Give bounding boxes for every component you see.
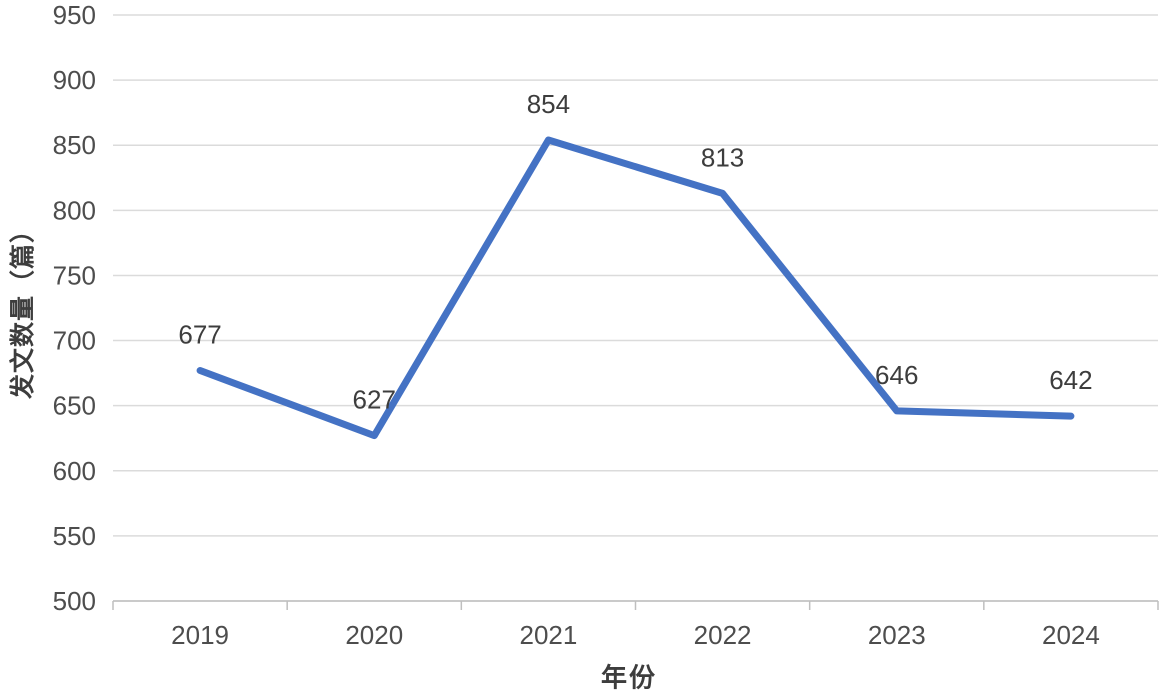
data-label: 677: [178, 320, 221, 350]
y-tick-label: 500: [53, 586, 96, 616]
y-axis-title: 发文数量（篇）: [9, 216, 37, 400]
data-label: 642: [1049, 365, 1092, 395]
y-tick-label: 600: [53, 456, 96, 486]
x-tick-label: 2019: [171, 620, 229, 650]
y-tick-label: 750: [53, 260, 96, 290]
x-tick-label: 2023: [868, 620, 926, 650]
y-tick-label: 550: [53, 521, 96, 551]
x-axis-title: 年份: [600, 662, 658, 693]
x-tick-label: 2020: [345, 620, 403, 650]
y-tick-label: 850: [53, 130, 96, 160]
series-line: [196, 136, 1075, 440]
x-tick-label: 2021: [519, 620, 577, 650]
y-tick-label: 950: [53, 0, 96, 30]
x-tick-label: 2022: [694, 620, 752, 650]
data-label: 646: [875, 360, 918, 390]
y-tick-label: 900: [53, 65, 96, 95]
data-label: 854: [527, 89, 570, 119]
x-tick-label: 2024: [1042, 620, 1100, 650]
data-label: 627: [353, 385, 396, 415]
data-label: 813: [701, 142, 744, 172]
y-tick-label: 800: [53, 195, 96, 225]
y-tick-label: 700: [53, 326, 96, 356]
y-tick-label: 650: [53, 391, 96, 421]
